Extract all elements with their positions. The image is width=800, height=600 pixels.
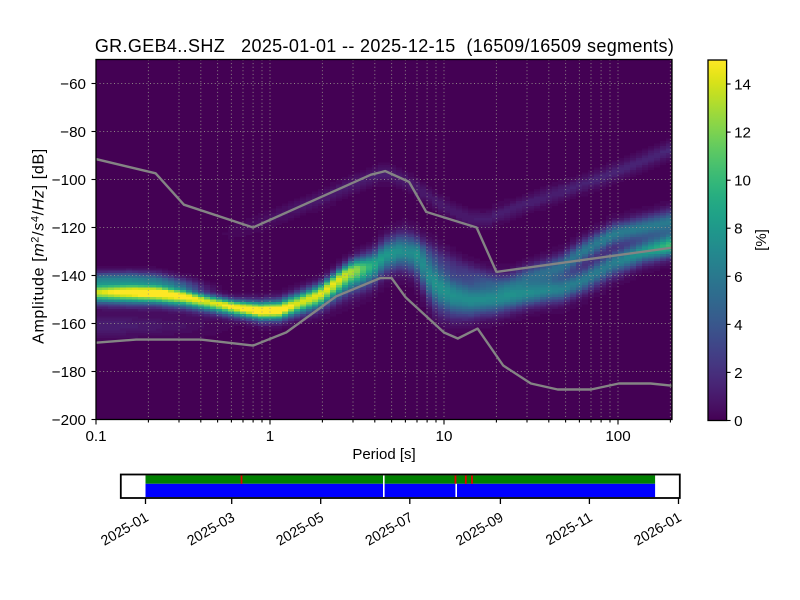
svg-text:−120: −120 xyxy=(52,220,86,237)
svg-text:GR.GEB4..SHZ 2025-01-01 -- 2: GR.GEB4..SHZ 2025-01-01 -- 2025-12-15 (1… xyxy=(95,36,674,56)
svg-text:14: 14 xyxy=(734,77,751,94)
svg-text:−60: −60 xyxy=(60,76,86,93)
svg-text:−140: −140 xyxy=(52,268,86,285)
svg-text:10: 10 xyxy=(436,428,453,445)
svg-text:12: 12 xyxy=(734,125,751,142)
svg-text:[%]: [%] xyxy=(753,229,770,251)
svg-text:Period [s]: Period [s] xyxy=(352,446,415,463)
svg-text:0: 0 xyxy=(734,413,742,430)
svg-text:−80: −80 xyxy=(60,124,86,141)
svg-text:8: 8 xyxy=(734,221,742,238)
svg-text:−100: −100 xyxy=(52,172,86,189)
svg-text:100: 100 xyxy=(605,428,630,445)
svg-text:−180: −180 xyxy=(52,364,86,381)
svg-text:−200: −200 xyxy=(52,412,86,429)
svg-text:6: 6 xyxy=(734,269,742,286)
svg-text:2: 2 xyxy=(734,365,742,382)
svg-text:4: 4 xyxy=(734,317,742,334)
svg-text:Amplitude [m2/s4/Hz] [dB]: Amplitude [m2/s4/Hz] [dB] xyxy=(30,148,48,344)
svg-text:1: 1 xyxy=(266,428,274,445)
svg-text:0.1: 0.1 xyxy=(85,428,106,445)
svg-text:10: 10 xyxy=(734,173,751,190)
svg-text:−160: −160 xyxy=(52,316,86,333)
